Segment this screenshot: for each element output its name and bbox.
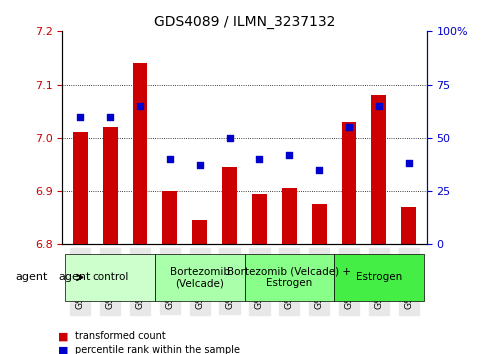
Point (166, 156, 174, 162)
Point (196, 162, 203, 168)
Text: Bortezomib (Velcade) +
Estrogen: Bortezomib (Velcade) + Estrogen (227, 267, 351, 288)
Text: Estrogen: Estrogen (356, 273, 402, 282)
Point (285, 152, 293, 158)
Bar (341, 122, 356, 244)
Bar (312, 204, 327, 244)
Text: transformed count: transformed count (75, 331, 166, 341)
Point (375, 103, 383, 109)
Point (256, 156, 263, 162)
Bar (73, 132, 88, 244)
Bar (192, 220, 207, 244)
Bar (162, 191, 177, 244)
Point (405, 160, 412, 166)
Bar (222, 167, 237, 244)
Text: ■: ■ (58, 346, 69, 354)
Text: control: control (92, 273, 128, 282)
Bar (401, 207, 416, 244)
Point (315, 167, 323, 172)
FancyBboxPatch shape (334, 254, 424, 301)
Point (226, 135, 233, 141)
Text: Bortezomib
(Velcade): Bortezomib (Velcade) (170, 267, 230, 288)
Point (136, 103, 144, 109)
FancyBboxPatch shape (155, 254, 244, 301)
Text: agent: agent (59, 273, 91, 282)
Title: GDS4089 / ILMN_3237132: GDS4089 / ILMN_3237132 (154, 15, 335, 29)
Text: percentile rank within the sample: percentile rank within the sample (75, 346, 240, 354)
FancyBboxPatch shape (244, 254, 334, 301)
Point (106, 114, 114, 119)
Point (345, 124, 353, 130)
Text: agent: agent (15, 273, 48, 282)
FancyBboxPatch shape (65, 254, 155, 301)
Bar (282, 188, 297, 244)
Bar (371, 95, 386, 244)
Point (76, 114, 84, 119)
Text: ■: ■ (58, 331, 69, 341)
Bar (132, 63, 147, 244)
Bar (252, 194, 267, 244)
Bar (103, 127, 117, 244)
